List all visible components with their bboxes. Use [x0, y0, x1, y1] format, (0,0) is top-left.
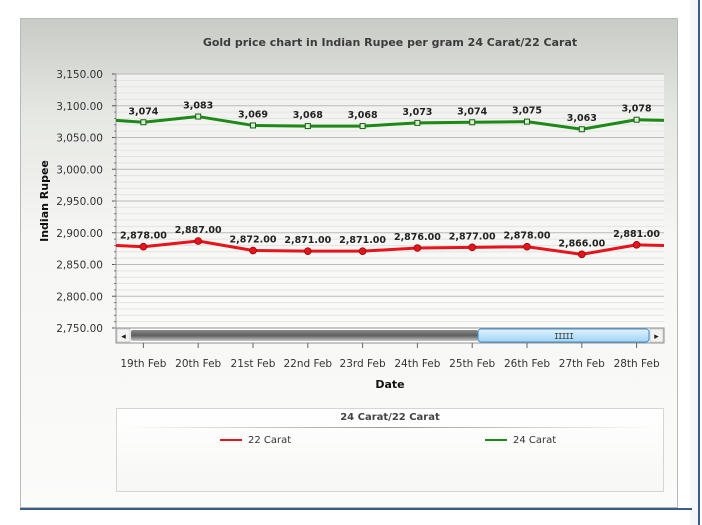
data-point-24-carat[interactable] [414, 119, 421, 126]
data-label-24-carat: 3,074 [128, 106, 158, 117]
page-divider [20, 508, 692, 510]
y-tick-label: 2,750.00 [56, 323, 103, 335]
chart-title: Gold price chart in Indian Rupee per gra… [203, 36, 577, 49]
scroll-right-button[interactable] [649, 328, 664, 343]
data-point-24-carat[interactable] [359, 123, 366, 130]
data-label-22-carat: 2,871.00 [339, 235, 386, 246]
data-point-22-carat[interactable] [523, 242, 531, 251]
data-point-22-carat[interactable] [358, 247, 367, 255]
y-tick-label: 2,900.00 [56, 228, 103, 240]
data-label-24-carat: 3,063 [567, 113, 597, 124]
y-tick-label: 2,850.00 [56, 260, 103, 272]
x-tick-label: 25th Feb [449, 358, 495, 370]
page-edge [690, 0, 702, 525]
y-tick-label: 3,000.00 [56, 164, 103, 176]
data-label-24-carat: 3,073 [402, 107, 432, 118]
data-point-24-carat[interactable] [304, 123, 311, 130]
data-point-24-carat[interactable] [524, 118, 530, 125]
data-point-22-carat[interactable] [139, 242, 148, 251]
x-tick-label: 21st Feb [231, 358, 276, 370]
y-tick-label: 2,800.00 [56, 291, 103, 303]
x-axis-label: Date [375, 378, 404, 391]
data-label-22-carat: 2,876.00 [394, 232, 441, 243]
scroll-thumb[interactable] [477, 328, 650, 343]
legend-swatch-22-carat [220, 439, 242, 441]
scroll-left-arrow-icon: ◂ [121, 332, 126, 342]
data-label-24-carat: 3,078 [622, 104, 652, 115]
data-label-22-carat: 2,878.00 [504, 231, 551, 242]
data-point-22-carat[interactable] [577, 250, 586, 259]
data-label-24-carat: 3,075 [512, 106, 542, 117]
data-label-24-carat: 3,074 [457, 106, 487, 117]
x-tick-label: 19th Feb [120, 358, 166, 370]
series-line-22-carat [115, 239, 665, 256]
x-tick-label: 23rd Feb [340, 358, 386, 370]
scroll-track[interactable] [131, 330, 479, 341]
data-label-24-carat: 3,068 [348, 110, 378, 121]
data-point-24-carat[interactable] [250, 122, 256, 129]
data-point-22-carat[interactable] [194, 237, 203, 245]
y-tick-label: 3,100.00 [56, 101, 103, 113]
data-point-24-carat[interactable] [469, 119, 476, 126]
legend-label-24-carat: 24 Carat [513, 434, 557, 446]
x-tick-label: 26th Feb [504, 358, 550, 370]
data-label-22-carat: 2,877.00 [449, 231, 496, 242]
data-label-22-carat: 2,878.00 [120, 231, 167, 242]
scroll-grip-icon: IIIII [554, 332, 574, 341]
data-point-22-carat[interactable] [249, 246, 257, 255]
legend-item-22-carat[interactable]: 22 Carat [220, 433, 291, 447]
data-point-22-carat[interactable] [632, 241, 641, 249]
data-label-22-carat: 2,871.00 [284, 235, 331, 246]
x-tick-label: 27th Feb [559, 358, 605, 370]
data-label-24-carat: 3,068 [293, 110, 323, 121]
data-point-22-carat[interactable] [413, 244, 422, 252]
y-tick-label: 3,050.00 [56, 133, 103, 145]
legend-label-22-carat: 22 Carat [248, 434, 292, 446]
data-label-24-carat: 3,069 [238, 109, 268, 120]
legend-item-24-carat[interactable]: 24 Carat [485, 433, 556, 447]
data-point-24-carat[interactable] [578, 126, 585, 133]
legend-title: 24 Carat/22 Carat [340, 412, 440, 423]
data-label-22-carat: 2,881.00 [613, 229, 660, 240]
y-axis-label: Indian Rupee [38, 160, 51, 242]
data-label-24-carat: 3,083 [183, 101, 213, 112]
data-label-22-carat: 2,887.00 [175, 225, 222, 236]
legend-swatch-24-carat [485, 439, 507, 441]
data-point-24-carat[interactable] [140, 119, 147, 126]
scroll-left-button[interactable] [116, 328, 131, 343]
data-point-24-carat[interactable] [633, 116, 640, 123]
x-tick-label: 24th Feb [394, 358, 440, 370]
y-tick-label: 2,950.00 [56, 196, 103, 208]
data-label-22-carat: 2,872.00 [230, 235, 277, 246]
y-tick-label: 3,150.00 [56, 69, 103, 81]
x-tick-label: 28th Feb [614, 358, 660, 370]
series-line-24-carat [115, 115, 665, 131]
data-point-22-carat[interactable] [303, 247, 312, 255]
data-point-22-carat[interactable] [468, 243, 477, 252]
x-tick-label: 22nd Feb [283, 358, 332, 370]
data-label-22-carat: 2,866.00 [558, 238, 605, 249]
scroll-right-arrow-icon: ▸ [654, 332, 659, 342]
data-point-24-carat[interactable] [195, 113, 202, 120]
legend-divider [127, 427, 653, 428]
x-tick-label: 20th Feb [175, 358, 221, 370]
legend: 24 Carat/22 Carat 22 Carat 24 Carat [116, 408, 664, 492]
